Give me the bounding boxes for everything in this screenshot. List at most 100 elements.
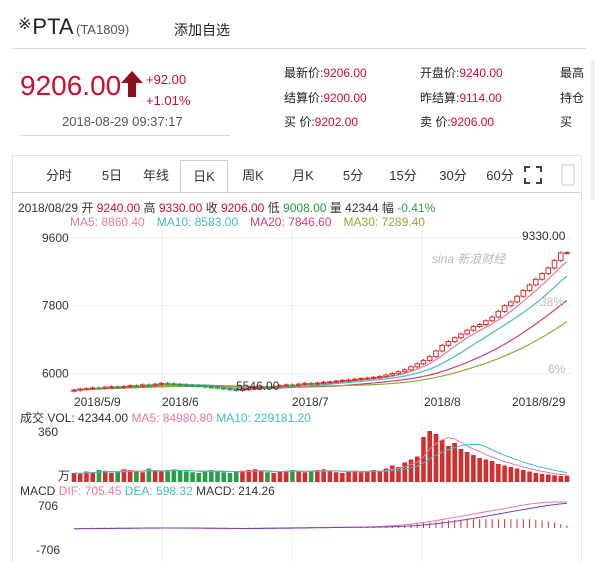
quote-field-value: 9206.00 [323,66,367,80]
ma-legend-item: MA30: 7289.40 [343,215,425,229]
volume-bar [502,465,507,482]
candle-body [408,366,414,371]
candle-body [445,341,452,346]
change-value: +92.00 [146,72,187,87]
period-tab[interactable]: 5分 [342,168,364,183]
y-tick-label: 6000 [42,367,69,381]
volume-bar [221,472,227,482]
volume-bar [71,473,77,482]
x-tick-label: 2018/7 [292,395,329,408]
candle-body [108,386,115,389]
period-tabs: 分时 5日 年线 日K 周K 月K 5分 15分 30分 60分 [12,160,580,193]
volume-bar [84,471,89,482]
quote-field-label: 最新价: [284,66,324,80]
volume-bar [514,468,520,482]
tabs-divider [12,192,580,193]
last-price: 9206.00 [20,70,122,101]
candle-body [345,379,352,382]
period-tab[interactable]: 分时 [45,168,72,183]
volume-bar [233,471,239,482]
volume-bar [496,464,501,482]
candle-body [483,320,489,326]
volume-bar [521,470,526,482]
volume-bar [527,471,532,482]
x-tick-label: 2018/5/9 [74,395,121,408]
more-icon[interactable] [560,163,576,187]
candle-body [370,376,377,379]
pct-label-1: 38% [540,295,564,309]
candle-body [308,382,314,385]
volume-bar [402,462,408,482]
candle-body [314,382,321,385]
candle-body [239,388,246,391]
vol-ma10-label: MA10: 229181.20 [216,411,311,425]
period-tab[interactable]: 日K [180,160,228,193]
volume-bar [246,470,252,482]
period-tab[interactable]: 年线 [142,168,169,183]
kline-chart[interactable]: 9600 7800 6000 9330.00 5546.00 38% 6% 2018/5/9 2… [12,228,580,408]
candle-body [214,386,221,389]
candle-body [264,386,271,389]
candle-body [96,387,102,390]
volume-bar [283,470,289,482]
candle-body [158,382,165,385]
macd-y-bottom: -706 [36,543,60,557]
candle-body [557,252,564,261]
amp-value: -0.41% [397,201,436,215]
volume-bar [533,473,539,482]
vol-ma10-line [73,443,568,474]
volume-bar [277,471,283,482]
volume-bar [414,456,420,482]
period-tab[interactable]: 月K [292,168,314,183]
candle-body [146,384,152,387]
period-tab[interactable]: 15分 [389,168,417,183]
volume-bar [159,471,164,482]
volume-bar [196,473,202,482]
scrollbar[interactable] [590,60,596,560]
high-label: 高 [143,201,156,215]
candle-body [252,387,258,390]
volume-chart[interactable]: 360 万 [12,424,580,484]
candle-body [121,385,127,389]
volume-bar [564,475,570,482]
fullscreen-icon[interactable] [523,165,543,185]
candle-body [227,388,233,391]
macd-label: MACD [20,484,56,498]
volume-bar [171,469,177,482]
scrollbar-thumb[interactable] [591,60,595,200]
kline-date: 2018/08/29 [18,201,79,215]
candle-body [364,377,371,380]
volume-bar [327,471,333,482]
period-tab[interactable]: 60分 [486,168,514,183]
volume-bar [433,434,439,482]
quote-field-label: 买 [560,115,573,129]
ma-line [73,275,568,391]
open-value: 9240.00 [96,201,141,215]
period-tab[interactable]: 30分 [439,168,467,183]
candle-body [539,273,545,280]
quote-field: 卖 价:9206.00 [420,113,494,130]
candle-body [289,384,296,387]
period-tab[interactable]: 周K [242,168,264,183]
volume-bar [377,470,383,482]
macd-chart[interactable]: 706 -706 [12,498,580,562]
candle-body [233,388,240,391]
candle-body [139,384,146,387]
macd-y-top: 706 [38,499,58,513]
candle-body [245,388,252,391]
candle-body [283,384,289,387]
period-tab[interactable]: 5日 [101,168,123,183]
candle-body [439,344,445,352]
candle-body [320,381,327,384]
add-watchlist-button[interactable]: 添加自选 [174,22,230,38]
candle-body [520,290,527,297]
volume-bar [102,470,108,482]
quote-field-label: 开盘价: [420,66,460,80]
candle-body [514,295,520,303]
quote-field-value: 9200.00 [323,91,367,105]
quote-field: 最高 [560,64,584,81]
volume-bar [77,473,83,482]
candle-body [395,371,402,375]
volume-bar [115,471,120,482]
volume-bar [464,452,470,482]
